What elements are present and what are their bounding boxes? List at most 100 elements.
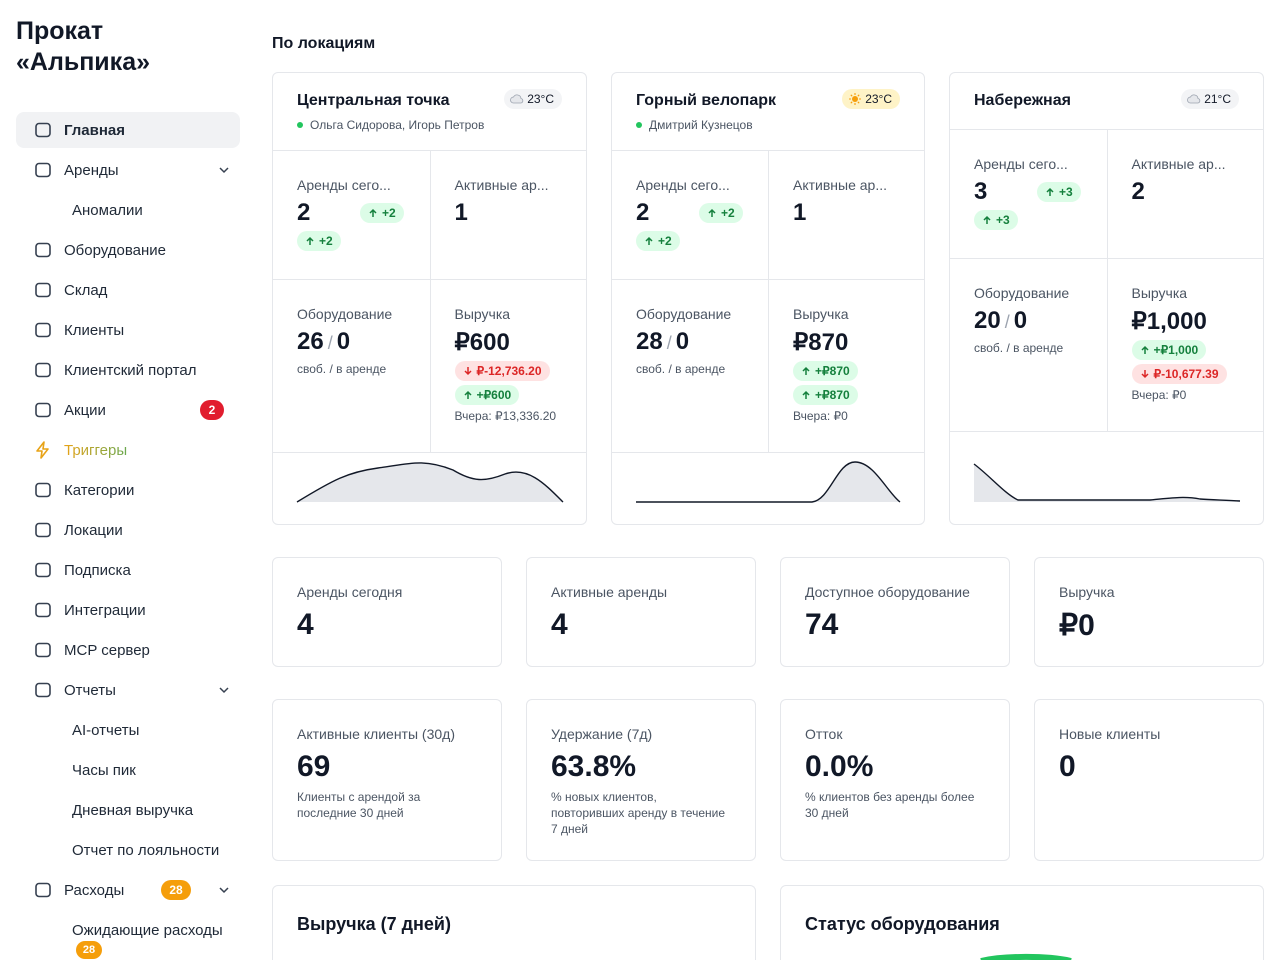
metric-note: своб. / в аренде [636, 362, 726, 376]
nav-item[interactable]: Оборудование [16, 232, 240, 268]
location-name: Набережная [974, 92, 1071, 109]
nav-item[interactable]: MCP сервер [16, 632, 240, 668]
delta-pill: +2 [636, 231, 680, 251]
nav-item[interactable]: Дневная выручка [16, 792, 240, 828]
nav-item[interactable]: Склад [16, 272, 240, 308]
nav-item[interactable]: Ожидающие расходы 28 [16, 912, 240, 959]
nav-item[interactable]: Часы пик [16, 752, 240, 788]
metric-row: Аренды сего... 2 +2 +2 Активные ар... 1 [612, 151, 924, 280]
delta-text: +₽870 [815, 388, 850, 402]
staff-names: Ольга Сидорова, Игорь Петров [310, 118, 485, 132]
nav-item[interactable]: Аномалии [16, 192, 240, 228]
metric-note: Вчера: ₽13,336.20 [454, 409, 557, 423]
nav-item[interactable]: Клиенты [16, 312, 240, 348]
metric-value: 26/0 [297, 328, 418, 356]
nav-icon [35, 282, 51, 298]
metric-label: Выручка [454, 306, 511, 322]
nav-item[interactable]: Локации [16, 512, 240, 548]
nav-icon [35, 122, 51, 138]
nav-item[interactable]: Клиентский портал [16, 352, 240, 388]
sparkline [636, 461, 901, 503]
metric-cell: Выручка ₽600 ₽-12,736.20 +₽600 Вчера: ₽13,33… [429, 280, 587, 452]
nav-icon [35, 562, 51, 578]
delta-pill: +₽1,000 [1131, 340, 1207, 360]
nav-label: Клиенты [64, 321, 125, 339]
weather-icon [1187, 94, 1201, 104]
nav-icon [36, 441, 49, 459]
nav-item[interactable]: Отчеты [16, 672, 240, 708]
nav-item[interactable]: Подписка [16, 552, 240, 588]
equipment-separator: / [666, 333, 672, 353]
nav-item[interactable]: Отчет по лояльности [16, 832, 240, 868]
kpi-label: Аренды сегодня [297, 584, 403, 600]
brand: Прокат «Альпика» [16, 16, 150, 78]
metric-value: 2 [297, 199, 311, 226]
metric-label: Оборудование [974, 285, 1070, 301]
kpi-value: 0.0% [805, 750, 874, 783]
weather-pill: 23°C [504, 89, 562, 109]
metric-label: Аренды сего... [297, 177, 391, 193]
metric-label: Оборудование [297, 306, 393, 322]
nav-label: AI-отчеты [72, 721, 140, 739]
delta-text: +2 [382, 206, 396, 220]
nav-item[interactable]: Акции 2 [16, 392, 240, 428]
nav-label: Интеграции [64, 601, 146, 619]
nav-label: Категории [64, 481, 135, 499]
metric-label: Выручка [1131, 285, 1188, 301]
sparkline [296, 462, 564, 503]
nav-label: Акции [64, 401, 106, 419]
chevron [219, 687, 229, 694]
weather-icon [849, 93, 862, 105]
delta-arrow [463, 367, 472, 376]
metric-value: 3 [974, 178, 988, 205]
nav-item[interactable]: Расходы 28 [16, 872, 240, 908]
metric-cell: Аренды сего... 2 +2 +2 [273, 151, 430, 279]
nav-label: Часы пик [72, 761, 136, 779]
nav-label: Расходы [64, 881, 125, 899]
kpi-value: 63.8% [551, 750, 637, 783]
equipment-rented: 0 [336, 328, 351, 355]
nav-item[interactable]: Аренды [16, 152, 240, 188]
nav-label: Подписка [64, 561, 131, 579]
nav-label: Аномалии [72, 201, 143, 219]
kpi-card: Аренды сегодня 4 [272, 557, 502, 667]
nav-item[interactable]: Триггеры [16, 432, 240, 468]
metric-cell: Оборудование 26/0 своб. / в аренде [273, 280, 430, 452]
nav-item[interactable]: AI-отчеты [16, 712, 240, 748]
metric-cell: Активные ар... 2 [1106, 130, 1264, 258]
metric-row: Аренды сего... 2 +2 +2 Активные ар... 1 [273, 151, 586, 280]
delta-text: +2 [721, 206, 735, 220]
delta-pill: +3 [1037, 182, 1081, 202]
metric-cell: Оборудование 28/0 своб. / в аренде [612, 280, 768, 452]
location-card: Горный велопарк 23°C Дмитрий Кузнецов Аренд… [611, 72, 925, 525]
metric-label: Аренды сего... [636, 177, 730, 193]
nav-icon [35, 362, 51, 378]
delta-arrow [983, 215, 991, 224]
delta-arrow [1140, 370, 1149, 379]
client-kpi-card: Активные клиенты (30д) 69 Клиенты с арендо… [272, 699, 502, 861]
delta-list: ₽-12,736.20 +₽600 [454, 361, 575, 405]
delta-pill: +₽870 [793, 361, 858, 381]
equipment-available: 20 [974, 307, 1001, 334]
delta-arrow [463, 390, 472, 399]
status-dot [297, 122, 303, 128]
nav-item[interactable]: Главная [16, 112, 240, 148]
kpi-label: Активные аренды [551, 584, 668, 600]
nav-label: Аренды [64, 161, 119, 179]
delta-arrow [708, 208, 716, 217]
delta-arrow [645, 236, 653, 245]
nav-item[interactable]: Интеграции [16, 592, 240, 628]
nav-item[interactable]: Категории [16, 472, 240, 508]
delta-arrow [802, 366, 810, 375]
metric-cell: Оборудование 20/0 своб. / в аренде [950, 259, 1107, 431]
equipment-separator: / [1004, 312, 1010, 332]
panel-title: Статус оборудования [805, 914, 1000, 934]
metric-cell: Аренды сего... 2 +2 +2 [612, 151, 768, 279]
delta-text: +3 [1059, 185, 1073, 199]
nav-icon [35, 322, 51, 338]
kpi-card: Выручка ₽0 [1034, 557, 1264, 667]
nav-label: Ожидающие расходы [72, 921, 223, 939]
nav-icon [35, 402, 51, 418]
delta-list: +₽1,000 ₽-10,677.39 [1131, 340, 1252, 384]
location-header: Горный велопарк 23°C Дмитрий Кузнецов [612, 73, 924, 151]
